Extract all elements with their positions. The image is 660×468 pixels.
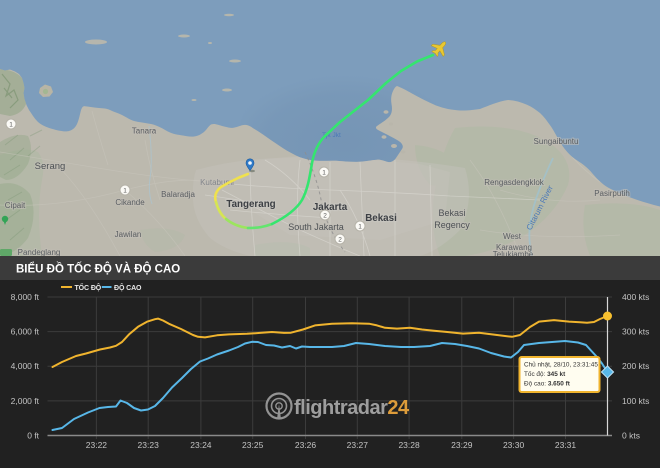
svg-text:2: 2 [338, 237, 342, 244]
svg-text:Tangerang: Tangerang [226, 199, 275, 210]
svg-text:400 kts: 400 kts [622, 292, 649, 302]
svg-text:23:29: 23:29 [451, 440, 473, 450]
svg-text:23:26: 23:26 [295, 440, 317, 450]
svg-text:23:23: 23:23 [138, 440, 160, 450]
svg-text:23:24: 23:24 [190, 440, 212, 450]
svg-text:8,000 ft: 8,000 ft [11, 292, 40, 302]
svg-text:100 kts: 100 kts [622, 396, 649, 406]
svg-text:Tanara: Tanara [132, 127, 157, 136]
svg-text:Kutabumi: Kutabumi [200, 178, 234, 187]
svg-text:Bekasi: Bekasi [438, 208, 465, 218]
svg-text:Serang: Serang [35, 161, 66, 172]
svg-text:flightradar24: flightradar24 [294, 397, 410, 419]
svg-text:0 kts: 0 kts [622, 431, 640, 441]
svg-text:Jawilan: Jawilan [115, 230, 142, 239]
svg-text:6,000 ft: 6,000 ft [11, 327, 40, 337]
svg-text:1: 1 [322, 170, 326, 177]
svg-text:300 kts: 300 kts [622, 327, 649, 337]
svg-text:23:22: 23:22 [86, 440, 108, 450]
svg-text:4,000 ft: 4,000 ft [11, 361, 40, 371]
svg-text:ĐỘ CAO: ĐỘ CAO [114, 283, 142, 292]
svg-text:BIỂU ĐỒ TỐC ĐỘ VÀ ĐỘ CAO: BIỂU ĐỒ TỐC ĐỘ VÀ ĐỘ CAO [16, 262, 180, 276]
svg-text:Jakarta: Jakarta [313, 202, 348, 213]
svg-text:Chủ nhật, 28/10, 23:31:45: Chủ nhật, 28/10, 23:31:45 [524, 361, 598, 369]
svg-text:23:30: 23:30 [503, 440, 525, 450]
svg-text:23:25: 23:25 [242, 440, 264, 450]
svg-text:2: 2 [323, 213, 327, 220]
svg-text:TỐC ĐỘ: TỐC ĐỘ [75, 282, 102, 292]
svg-text:1: 1 [9, 122, 13, 129]
svg-text:0 ft: 0 ft [27, 431, 39, 441]
svg-text:Bekasi: Bekasi [365, 213, 397, 224]
svg-text:1: 1 [358, 224, 362, 231]
svg-text:Sungaibuntu: Sungaibuntu [534, 137, 579, 146]
svg-text:Rengasdengklok: Rengasdengklok [484, 178, 545, 187]
svg-text:Tốc độ: 345 kt: Tốc độ: 345 kt [524, 369, 566, 378]
svg-text:23:31: 23:31 [555, 440, 577, 450]
svg-text:1: 1 [123, 188, 127, 195]
svg-text:West: West [503, 232, 522, 241]
svg-text:23:27: 23:27 [347, 440, 369, 450]
svg-text:Pandeglang: Pandeglang [18, 248, 61, 256]
svg-text:Karawang: Karawang [496, 243, 532, 252]
svg-text:Pasirputih: Pasirputih [594, 189, 630, 198]
svg-text:200 kts: 200 kts [622, 361, 649, 371]
svg-text:Telukjambe: Telukjambe [493, 250, 534, 256]
svg-text:Độ cao: 3.650 ft: Độ cao: 3.650 ft [524, 381, 571, 388]
svg-text:23:28: 23:28 [398, 440, 420, 450]
svg-text:Cikande: Cikande [115, 198, 145, 207]
svg-text:Cipait: Cipait [5, 201, 26, 210]
svg-text:Balaradja: Balaradja [161, 190, 195, 199]
svg-text:Tjk Jkt: Tjk Jkt [322, 132, 341, 139]
svg-text:South Jakarta: South Jakarta [288, 222, 344, 232]
svg-text:2,000 ft: 2,000 ft [11, 396, 40, 406]
svg-text:Regency: Regency [434, 220, 470, 230]
